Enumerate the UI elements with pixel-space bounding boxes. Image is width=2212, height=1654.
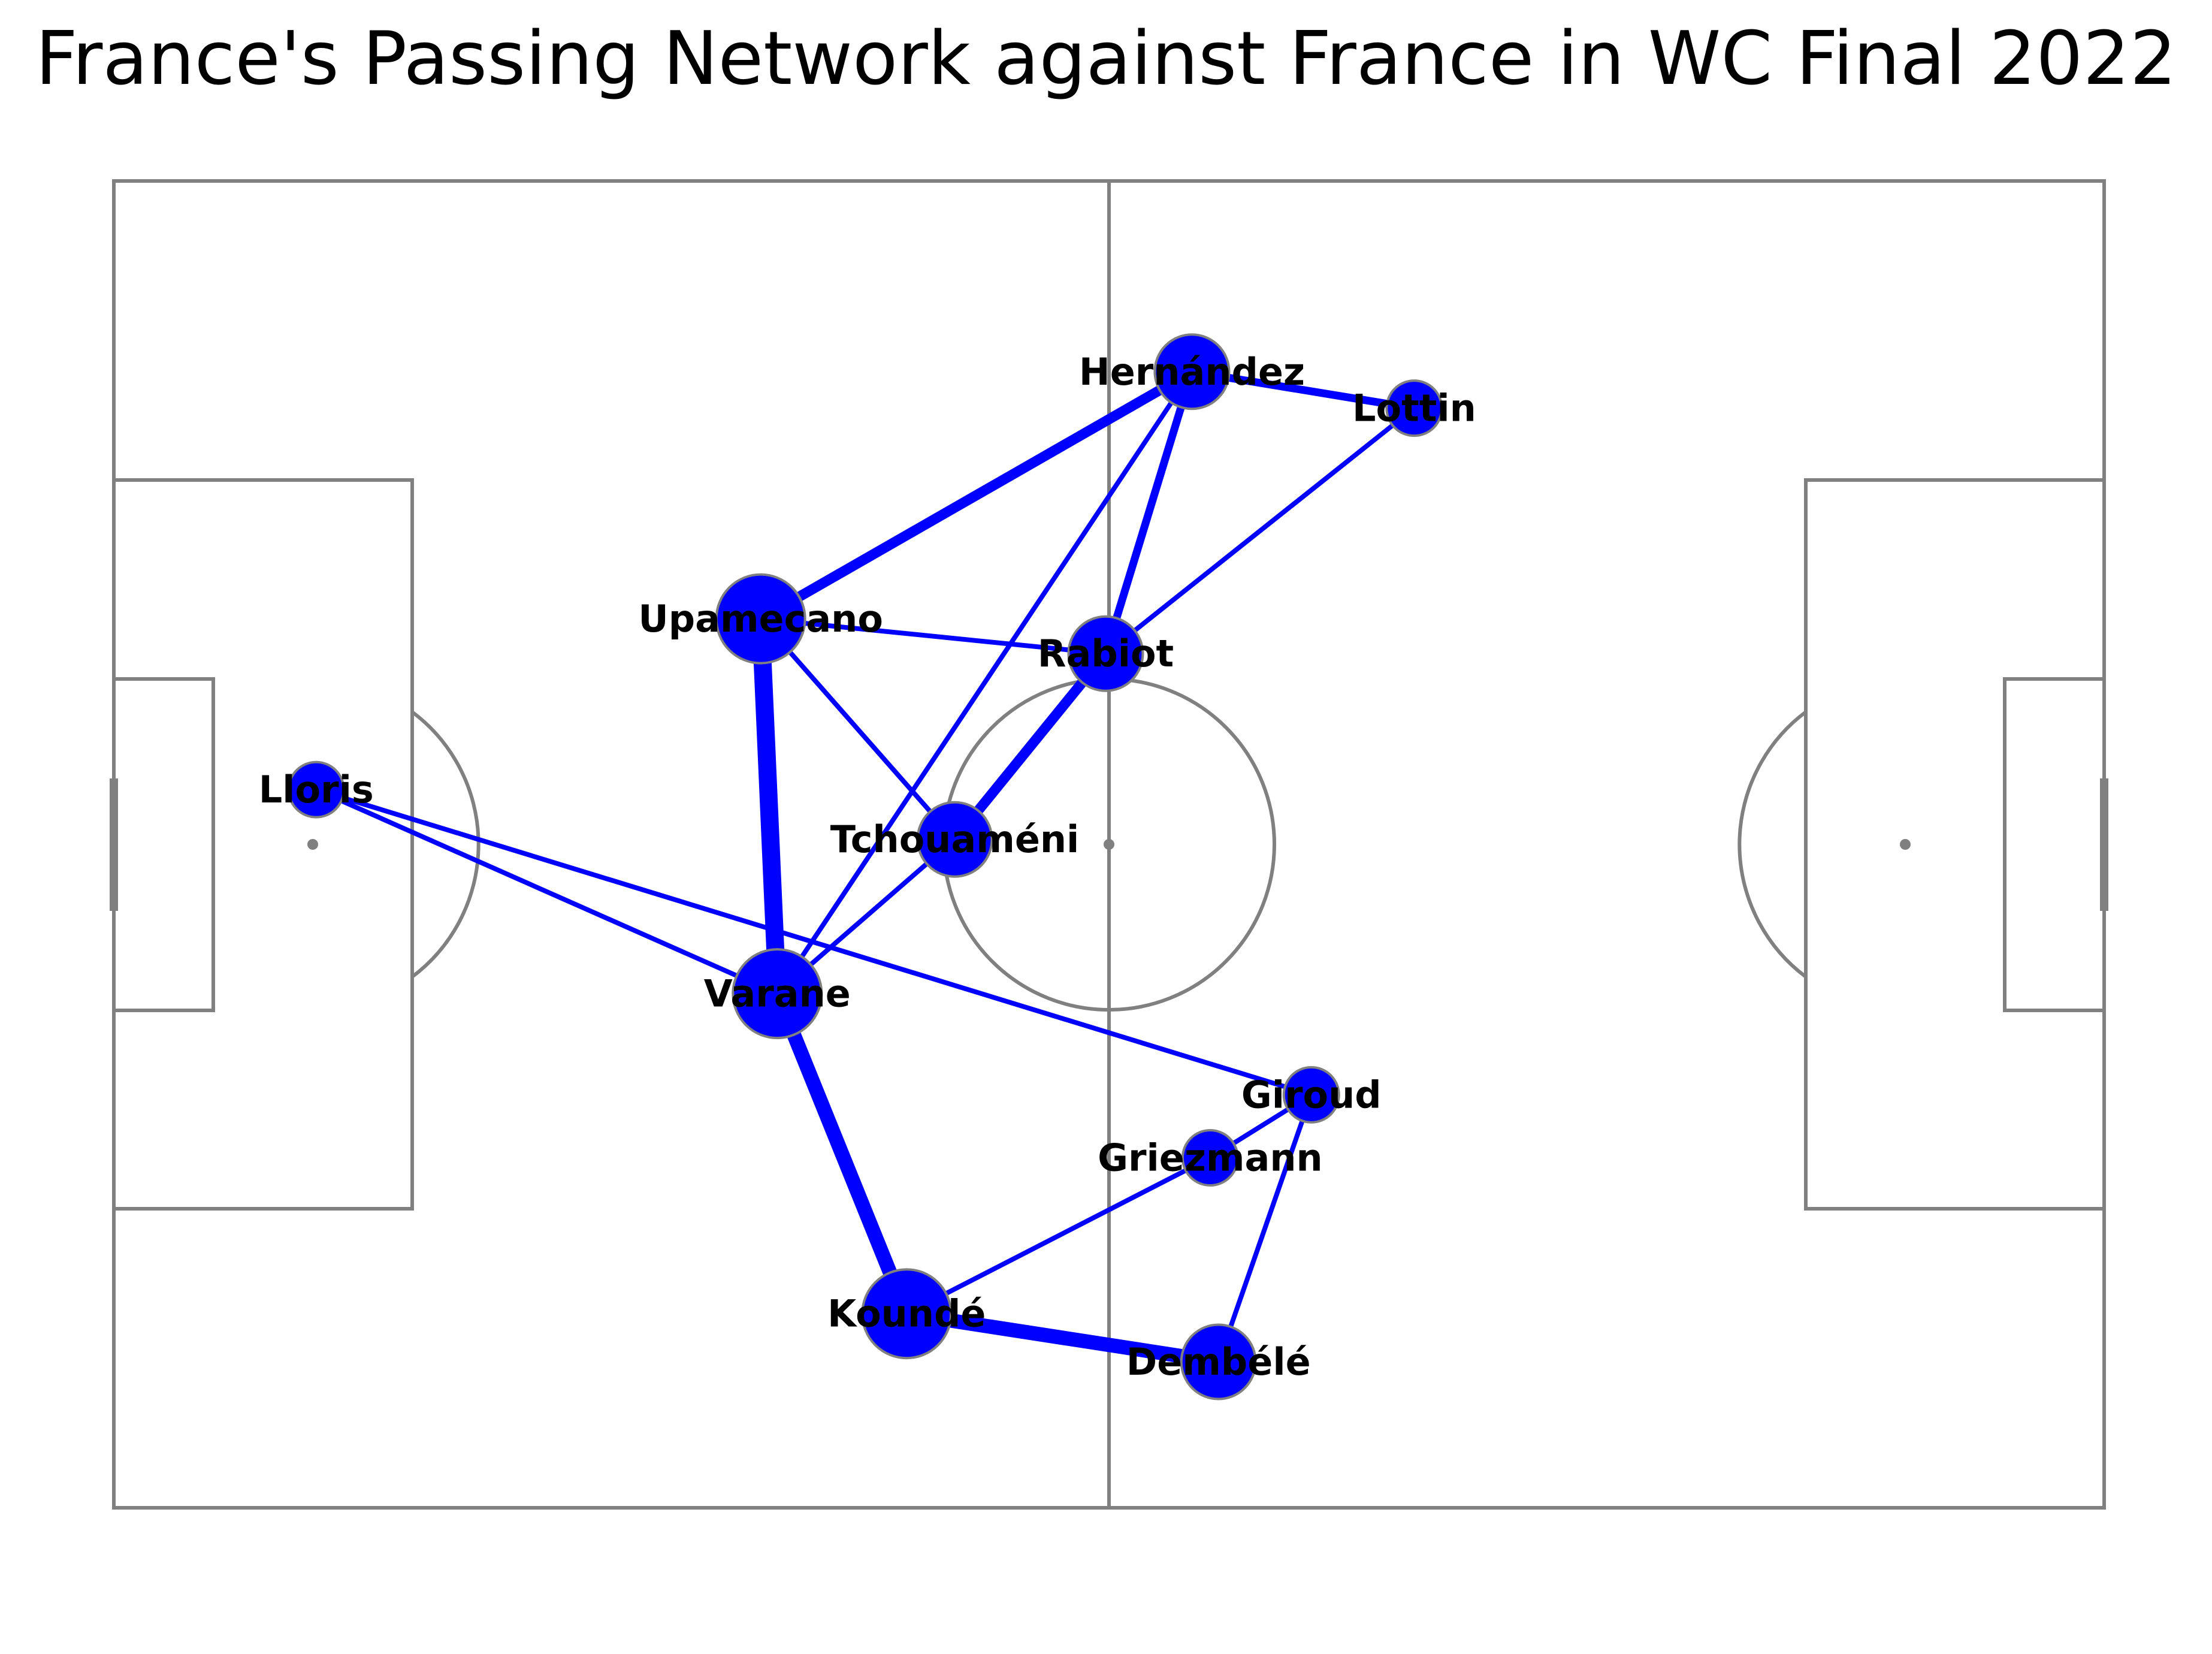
right-penalty-area	[1804, 478, 2106, 1211]
player-label-dembele: Dembélé	[1126, 1340, 1311, 1384]
pass-edge-lloris-varane	[315, 787, 778, 996]
player-labels: Lloris Upamecano Varane Tchouaméni Rabiot Her…	[259, 350, 1476, 1384]
player-label-rabiot: Rabiot	[1038, 632, 1174, 675]
pass-edge-kounde-dembele	[905, 1306, 1220, 1369]
pass-edges	[315, 367, 1416, 1369]
figure-title: France's Passing Network against France …	[35, 16, 2177, 102]
pass-edge-tchouameni-rabiot	[950, 650, 1110, 843]
pass-edge-lloris-giroud	[315, 787, 1312, 1097]
player-node-tchouameni	[916, 801, 993, 878]
pass-edge-varane-kounde	[770, 991, 914, 1317]
pass-edge-upamecano-rabiot	[760, 616, 1106, 656]
left-penalty-spot	[307, 839, 318, 850]
left-penalty-arc	[411, 710, 481, 979]
player-nodes	[287, 333, 1443, 1401]
football-pitch	[110, 179, 2108, 1510]
pass-edge-upamecano-varane	[751, 618, 787, 994]
player-node-upamecano	[715, 573, 806, 665]
player-node-dembele	[1180, 1323, 1257, 1401]
pass-edge-hernandez-rabiot	[1102, 370, 1196, 655]
player-node-giroud	[1282, 1066, 1340, 1124]
player-node-rabiot	[1067, 615, 1144, 692]
pass-edge-upamecano-tchouameni	[759, 617, 957, 841]
player-node-kounde	[861, 1268, 953, 1360]
pass-edge-upamecano-hernandez	[758, 367, 1195, 623]
right-six-yard-box	[2003, 677, 2106, 1012]
player-label-hernandez: Hernández	[1079, 350, 1305, 394]
pass-edge-kounde-griezmann	[905, 1155, 1211, 1316]
center-spot	[1104, 839, 1114, 850]
player-label-kounde: Koundé	[827, 1292, 986, 1336]
player-node-lottin	[1385, 379, 1443, 437]
player-node-lloris	[287, 760, 345, 819]
player-node-griezmann	[1181, 1129, 1239, 1187]
left-penalty-area	[112, 478, 414, 1211]
player-label-lottin: Lottin	[1352, 387, 1476, 430]
pass-edge-rabiot-lottin	[1104, 406, 1416, 656]
player-label-tchouameni: Tchouaméni	[830, 817, 1080, 861]
pass-edge-giroud-dembele	[1216, 1094, 1314, 1363]
left-six-yard-box	[112, 677, 215, 1012]
player-label-lloris: Lloris	[259, 768, 374, 811]
player-node-hernandez	[1153, 333, 1231, 411]
player-label-upamecano: Upamecano	[638, 597, 883, 641]
player-label-varane: Varane	[704, 972, 851, 1016]
right-penalty-arc	[1737, 710, 1807, 979]
player-label-griezmann: Griezmann	[1098, 1136, 1323, 1180]
player-node-varane	[732, 948, 823, 1040]
right-penalty-spot	[1900, 839, 1911, 850]
player-label-giroud: Giroud	[1241, 1073, 1382, 1116]
pass-edge-varane-hernandez	[775, 370, 1194, 995]
